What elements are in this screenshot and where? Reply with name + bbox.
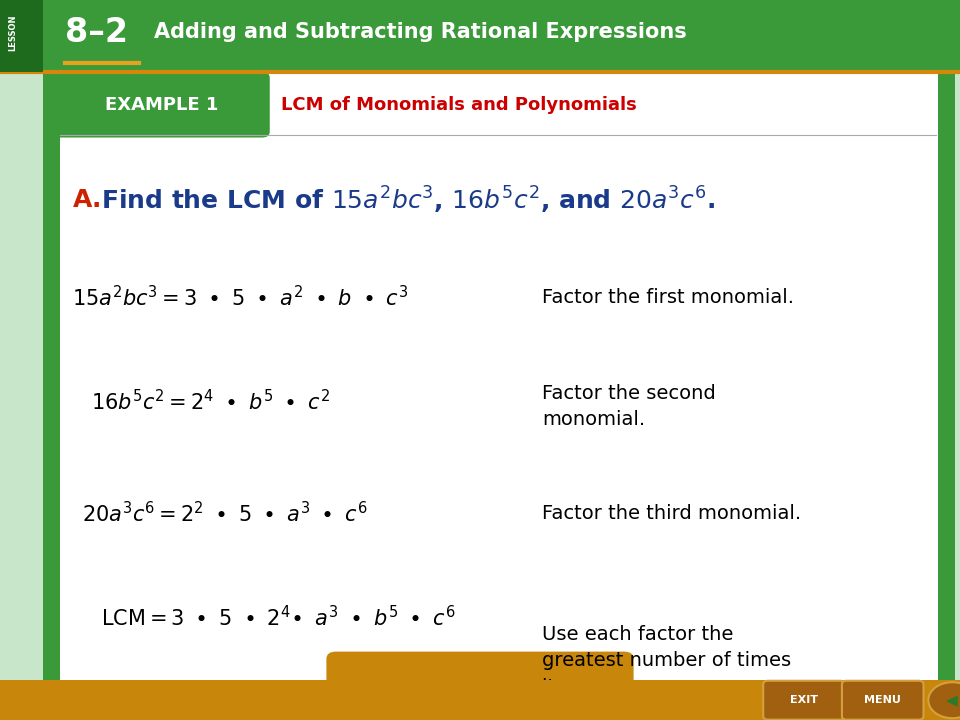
Text: $15a^2bc^3 = 3\ \bullet\ 5\ \bullet\ a^2\ \bullet\ b\ \bullet\ c^3$: $15a^2bc^3 = 3\ \bullet\ 5\ \bullet\ a^2…: [72, 284, 408, 310]
FancyBboxPatch shape: [0, 0, 43, 72]
FancyBboxPatch shape: [43, 72, 955, 680]
Text: LESSON: LESSON: [8, 14, 17, 50]
Text: $\mathrm{LCM} = 3\ \bullet\ 5\ \bullet\ 2^4\!\bullet\ a^3\ \bullet\ b^5\ \bullet: $\mathrm{LCM} = 3\ \bullet\ 5\ \bullet\ …: [101, 605, 455, 631]
FancyBboxPatch shape: [0, 680, 960, 720]
Text: EXAMPLE 1: EXAMPLE 1: [105, 96, 218, 114]
FancyBboxPatch shape: [763, 681, 845, 720]
Text: MENU: MENU: [864, 696, 901, 705]
Text: Find the LCM of $15a^2bc^3$, $16b^5c^2$, and $20a^3c^6$.: Find the LCM of $15a^2bc^3$, $16b^5c^2$,…: [101, 184, 715, 216]
FancyBboxPatch shape: [326, 652, 634, 695]
Text: Factor the second
monomial.: Factor the second monomial.: [542, 384, 716, 429]
Text: Factor the third monomial.: Factor the third monomial.: [542, 504, 802, 523]
FancyBboxPatch shape: [938, 72, 955, 680]
Text: $20a^3c^6 = 2^2\ \bullet\ 5\ \bullet\ a^3\ \bullet\ c^6$: $20a^3c^6 = 2^2\ \bullet\ 5\ \bullet\ a^…: [82, 501, 368, 526]
Circle shape: [928, 683, 960, 719]
Text: $16b^5c^2 = 2^4\ \bullet\ b^5\ \bullet\ c^2$: $16b^5c^2 = 2^4\ \bullet\ b^5\ \bullet\ …: [91, 389, 330, 414]
Text: Adding and Subtracting Rational Expressions: Adding and Subtracting Rational Expressi…: [154, 22, 686, 42]
Text: 8–2: 8–2: [65, 16, 129, 49]
FancyBboxPatch shape: [842, 681, 924, 720]
FancyBboxPatch shape: [53, 72, 270, 138]
Text: Use each factor the
greatest number of times
it appears.: Use each factor the greatest number of t…: [542, 625, 792, 697]
Text: EXIT: EXIT: [790, 696, 818, 705]
Text: ◀: ◀: [947, 693, 958, 708]
FancyBboxPatch shape: [0, 0, 960, 72]
Text: $\mathbf{A.}$: $\mathbf{A.}$: [72, 188, 100, 212]
Text: Factor the first monomial.: Factor the first monomial.: [542, 288, 795, 307]
FancyBboxPatch shape: [43, 72, 60, 680]
Text: LCM of Monomials and Polynomials: LCM of Monomials and Polynomials: [281, 96, 637, 114]
